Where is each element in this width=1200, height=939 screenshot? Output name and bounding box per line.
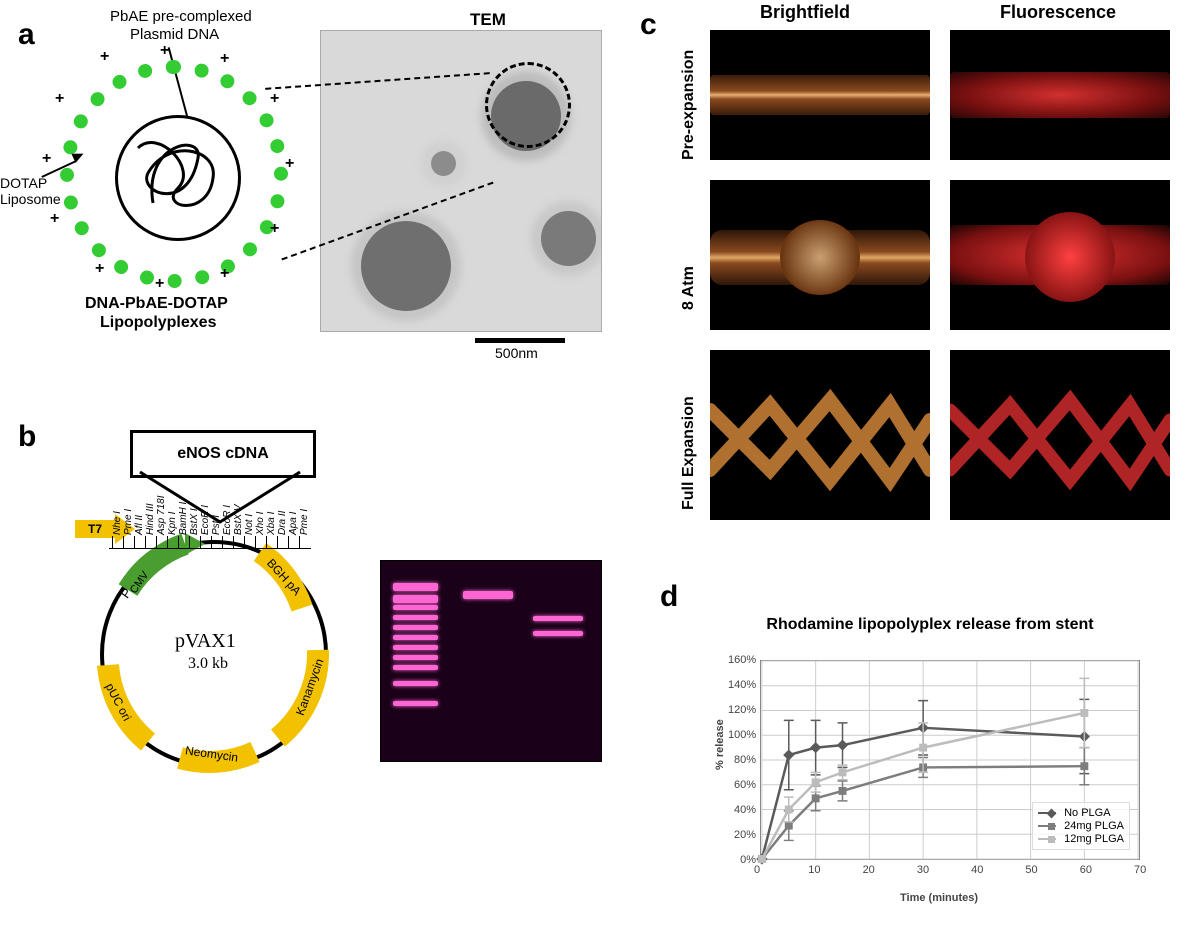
fl-preexp <box>950 30 1170 160</box>
restriction-site: Afl II <box>134 515 145 535</box>
restriction-site: Kpn I <box>167 512 178 535</box>
xlabel: Time (minutes) <box>900 892 978 904</box>
xtick: 40 <box>971 864 983 876</box>
fl-full <box>950 350 1170 520</box>
restriction-site: BamH I <box>178 502 189 535</box>
legend-item: 12mg PLGA <box>1038 833 1124 845</box>
insert-box: eNOS cDNA <box>130 430 316 478</box>
lipopolyplex-schematic: + + + + + + + + + + + + <box>60 60 290 290</box>
gel-lane-2-label: 2 <box>479 537 489 558</box>
restriction-site: EcoR I <box>222 505 233 535</box>
ytick: 20% <box>728 829 756 841</box>
bf-8atm <box>710 180 930 330</box>
restriction-site: Xba I <box>266 512 277 535</box>
xtick: 10 <box>808 864 820 876</box>
complex-label-1: DNA-PbAE-DOTAP <box>85 295 228 313</box>
pbae-label-line2: Plasmid DNA <box>130 26 219 43</box>
figure-page: a b c d PbAE pre-complexed Plasmid DNA +… <box>0 0 1200 939</box>
ytick: 120% <box>728 704 756 716</box>
gel-image: 1 2 3 <box>380 560 602 762</box>
plasmid-size: 3.0 kb <box>188 655 228 673</box>
panel-b-label: b <box>18 420 36 454</box>
ylabel: % release <box>714 719 726 770</box>
dna-squiggle-icon <box>118 118 238 238</box>
restriction-site: Xho I <box>255 512 266 535</box>
ytick: 0% <box>728 854 756 866</box>
tem-label: TEM <box>470 10 506 30</box>
restriction-sites: Nhe IPme IAfl IIHind IIIAsp 718IKpn IBam… <box>112 480 332 560</box>
panel-c-label: c <box>640 8 657 42</box>
row-8atm: 8 Atm <box>680 266 698 310</box>
tem-scalebar <box>475 338 565 343</box>
restriction-site: Nhe I <box>112 511 123 535</box>
row-preexp: Pre-expansion <box>680 50 698 160</box>
restriction-site: Hind III <box>145 503 156 535</box>
legend: No PLGA24mg PLGA12mg PLGA <box>1032 802 1130 850</box>
gel-lane-3-label: 3 <box>549 537 559 558</box>
ytick: 160% <box>728 654 756 666</box>
restriction-site: Asp 718I <box>156 496 167 535</box>
panel-a-label: a <box>18 18 35 52</box>
bf-full <box>710 350 930 520</box>
release-chart: Rhodamine lipopolyplex release from sten… <box>700 610 1160 910</box>
bf-preexp <box>710 30 930 160</box>
xtick: 50 <box>1025 864 1037 876</box>
restriction-site: Apa I <box>288 512 299 535</box>
plasmid-name: pVAX1 <box>175 630 236 653</box>
xtick: 20 <box>863 864 875 876</box>
legend-item: No PLGA <box>1038 807 1124 819</box>
gel-lane-1-label: 1 <box>409 537 419 558</box>
col-fluorescence: Fluorescence <box>1000 2 1116 23</box>
restriction-site: Pme I <box>123 509 134 535</box>
legend-item: 24mg PLGA <box>1038 820 1124 832</box>
ytick: 60% <box>728 779 756 791</box>
restriction-site: Pme I <box>299 509 310 535</box>
row-full: Full Expansion <box>680 396 698 510</box>
ytick: 100% <box>728 729 756 741</box>
restriction-site: Dra II <box>277 511 288 535</box>
pbae-label-line1: PbAE pre-complexed <box>110 8 252 25</box>
xtick: 60 <box>1080 864 1092 876</box>
insert-label: eNOS cDNA <box>177 445 269 463</box>
restriction-site: EcoR I <box>200 505 211 535</box>
complex-label-2: Lipopolyplexes <box>100 314 216 332</box>
xtick: 30 <box>917 864 929 876</box>
ytick: 80% <box>728 754 756 766</box>
chart-title: Rhodamine lipopolyplex release from sten… <box>700 610 1160 634</box>
fl-8atm <box>950 180 1170 330</box>
col-brightfield: Brightfield <box>760 2 850 23</box>
ytick: 40% <box>728 804 756 816</box>
ytick: 140% <box>728 679 756 691</box>
tem-scale-text: 500nm <box>495 345 538 361</box>
restriction-site: BstX I <box>189 508 200 535</box>
dotap-label: DOTAP Liposome <box>0 175 60 207</box>
restriction-site: Pst I <box>211 515 222 535</box>
restriction-site: Not I <box>244 514 255 535</box>
xtick: 70 <box>1134 864 1146 876</box>
liposome-inner-circle <box>115 115 241 241</box>
restriction-site: BstX V <box>233 504 244 535</box>
t7-label: T7 <box>88 522 102 536</box>
panel-d-label: d <box>660 580 678 614</box>
tem-highlight-circle <box>485 62 571 148</box>
